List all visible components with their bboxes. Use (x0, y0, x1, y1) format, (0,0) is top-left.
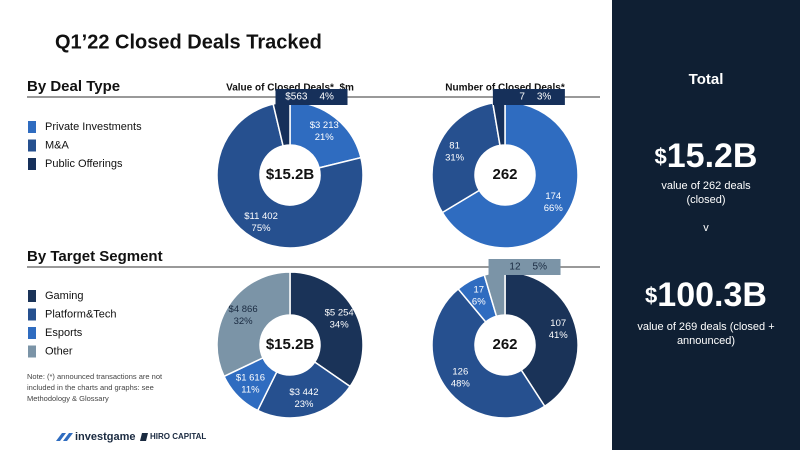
legend-swatch (28, 290, 36, 302)
percent-label: 32% (234, 316, 254, 327)
value-label: $1 616 (236, 372, 265, 383)
sidebar (612, 0, 800, 450)
legend-swatch (28, 121, 36, 133)
legend-label: Public Offerings (45, 158, 123, 170)
total-caption: value of 269 deals (closed + (637, 321, 774, 333)
value-label: $11 402 (244, 211, 278, 222)
center-label: 262 (492, 336, 517, 353)
slide-title: Q1’22 Closed Deals Tracked (55, 31, 322, 53)
legend-swatch (28, 327, 36, 339)
amount: 15.2B (667, 137, 758, 175)
donut-hole (475, 315, 535, 375)
percent-label: 21% (315, 132, 335, 143)
legend-swatch (28, 158, 36, 170)
percent-label: 41% (549, 330, 569, 341)
percent-label: 34% (330, 320, 350, 331)
chart-title: Number of Closed Deals* (445, 83, 565, 94)
donut-hole (260, 145, 320, 205)
percent-label: 48% (451, 378, 471, 389)
logo: investgame (75, 431, 136, 443)
percent-label: 6% (472, 297, 486, 308)
value-label: 107 (550, 318, 566, 329)
legend-swatch (28, 139, 36, 152)
value-label: $3 213 (310, 120, 339, 131)
note: Note: (*) announced transactions are not (27, 372, 163, 381)
value-label: $5 254 (325, 308, 354, 319)
total-caption: announced) (677, 335, 735, 347)
percent-label: 31% (445, 152, 465, 163)
label-box (492, 89, 565, 105)
legend-swatch (28, 308, 36, 321)
percent-label: 23% (294, 399, 314, 410)
legend-label: Esports (45, 327, 83, 339)
center-label: 262 (492, 166, 517, 183)
sidebar-title: Total (689, 71, 724, 88)
label-box (488, 259, 561, 275)
legend-label: Gaming (45, 290, 84, 302)
note: Methodology & Glossary (27, 394, 109, 403)
value-label: $4 866 (229, 304, 258, 315)
percent-label: 5% (533, 262, 548, 273)
chart-title: Value of Closed Deals*, $m (226, 83, 354, 94)
total-caption: value of 262 deals (661, 180, 751, 192)
logo: HIRO CAPITAL (150, 432, 206, 441)
legend-label: M&A (45, 139, 70, 151)
legend-label: Platform&Tech (45, 308, 117, 320)
separator: v (703, 222, 709, 234)
percent-label: 75% (252, 223, 272, 234)
percent-label: 11% (241, 384, 260, 395)
section-title: By Deal Type (27, 78, 120, 95)
donut-hole (260, 315, 320, 375)
value-label: $3 442 (289, 387, 318, 398)
percent-label: 4% (320, 92, 335, 103)
logo-icon (140, 433, 148, 441)
currency: $ (655, 144, 667, 169)
donut-hole (475, 145, 535, 205)
legend-label: Private Investments (45, 121, 142, 133)
total-value: $15.2B (655, 137, 758, 175)
value-label: 126 (452, 366, 468, 377)
center-label: $15.2B (266, 336, 315, 353)
legend-swatch (28, 345, 36, 358)
value-label: 7 (519, 92, 525, 103)
percent-label: 66% (544, 203, 564, 214)
center-label: $15.2B (266, 166, 315, 183)
total-value: $100.3B (645, 276, 767, 314)
percent-label: 3% (537, 92, 552, 103)
currency: $ (645, 283, 657, 308)
logo-icon (56, 433, 73, 441)
section-title: By Target Segment (27, 248, 163, 265)
total-caption: (closed) (686, 194, 725, 206)
note: included in the charts and graphs: see (27, 383, 154, 392)
value-label: 12 (509, 262, 521, 273)
value-label: 174 (545, 191, 561, 202)
amount: 100.3B (657, 276, 767, 314)
value-label: 17 (474, 285, 485, 296)
legend-label: Other (45, 345, 73, 357)
value-label: 81 (449, 140, 460, 151)
label-box (275, 89, 348, 105)
value-label: $563 (285, 92, 308, 103)
